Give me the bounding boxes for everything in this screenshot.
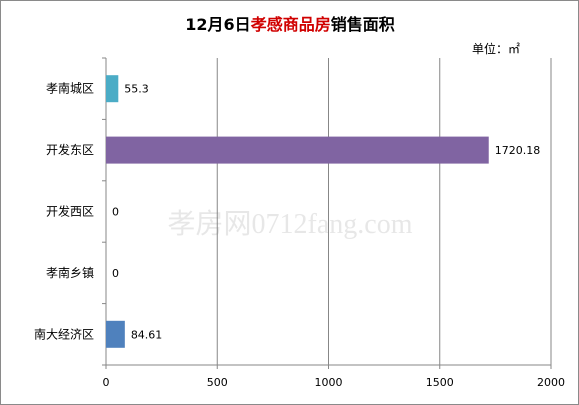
bar-1	[106, 75, 119, 103]
labels-layer: 孝南城区 55.3 开发东区 1720.18 开发西区 0 孝南乡镇 0 南大经济区 84.61	[34, 81, 540, 342]
chart-title: 12月6日孝感商品房销售面积	[185, 15, 394, 34]
bars-layer	[106, 75, 489, 348]
axis-layer: 0 500 1000 1500 2000	[102, 57, 565, 389]
unit-label: 单位：㎡	[472, 41, 520, 56]
data-label: 0	[112, 267, 119, 280]
category-label: 南大经济区	[34, 326, 94, 341]
x-tick-label: 1000	[315, 376, 343, 389]
x-tick-label: 0	[103, 376, 110, 389]
bar-2	[106, 136, 489, 164]
x-tick-label: 500	[207, 376, 228, 389]
category-label: 开发西区	[46, 204, 94, 219]
watermark-text: 孝房网0712fang.com	[168, 208, 413, 240]
bar-5	[106, 320, 125, 348]
watermark: 孝房网0712fang.com	[168, 208, 413, 240]
chart-title-suffix: 销售面积	[331, 15, 395, 34]
category-label: 孝南乡镇	[46, 265, 94, 280]
category-label: 孝南城区	[46, 81, 94, 96]
x-tick-label: 1500	[426, 376, 454, 389]
data-label: 84.61	[131, 328, 163, 341]
chart-title-highlight: 孝感商品房	[250, 15, 331, 34]
category-label: 开发东区	[46, 142, 94, 157]
grid-layer	[216, 58, 552, 365]
data-label: 1720.18	[495, 144, 541, 157]
chart-title-prefix: 12月6日	[185, 15, 250, 34]
x-tick-label: 2000	[537, 376, 565, 389]
data-label: 0	[112, 206, 119, 219]
data-label: 55.3	[124, 83, 149, 96]
